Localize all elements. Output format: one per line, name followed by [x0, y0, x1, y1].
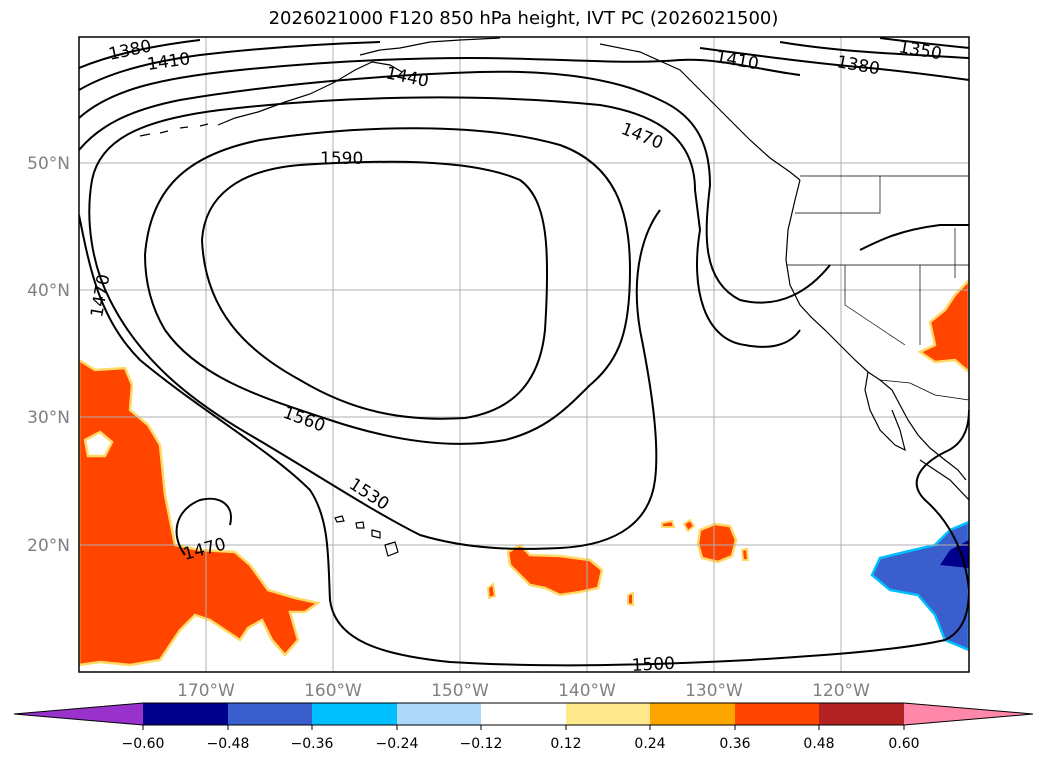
colorbar-segment-1: [143, 703, 228, 725]
coast-aleutians: [139, 123, 209, 137]
coast-north-america-west: [785, 179, 967, 481]
colorbar-segment-7: [650, 703, 735, 725]
map-panel: 1380 1410 1440 1470 1590 1350 1380 1410 …: [78, 36, 970, 676]
contour-1500-upper: [859, 224, 969, 251]
contour-1440: [79, 56, 801, 119]
ivt-region-central: [506, 543, 604, 597]
colorbar-tick-label: 0.60: [888, 736, 919, 752]
colorbar-tick-label: 0.36: [719, 736, 750, 752]
colorbar-segment-8: [735, 703, 819, 725]
colorbar-tick-label: 0.12: [550, 736, 581, 752]
height-contours: [79, 37, 969, 667]
colorbar-tick-label: −0.48: [207, 736, 250, 752]
contour-label-1590: 1590: [320, 149, 363, 169]
colorbar-segment-3: [312, 703, 397, 725]
colorbar-tick-label: −0.60: [122, 736, 165, 752]
border-usa-mexico: [879, 379, 969, 401]
contour-1560: [143, 127, 632, 445]
ivt-negative-region-east: [870, 520, 969, 652]
lat-tick-40n: 40°N: [27, 281, 70, 301]
ivt-region-small4: [682, 518, 696, 533]
colorbar-segment-5: [481, 703, 566, 725]
contour-1590: [200, 160, 549, 420]
contour-1380: [79, 39, 969, 69]
map-frame: [78, 36, 970, 673]
lon-tick-140w: 140°W: [558, 681, 616, 701]
contour-1530-south: [88, 179, 661, 550]
ivt-region-east: [917, 278, 969, 374]
colorbar-tick-label: −0.36: [291, 736, 334, 752]
ivt-region-small2: [627, 591, 634, 607]
colorbar-tick-label: −0.12: [460, 736, 503, 752]
ivt-region-small3: [740, 547, 750, 561]
hawaii-islands: [334, 515, 399, 557]
colorbar-segment-4: [397, 703, 481, 725]
colorbar-extend-high: [904, 703, 1033, 725]
coast-alaska-peninsula: [217, 61, 403, 126]
ivt-negative-core: [940, 540, 969, 568]
ivt-region-small1: [486, 582, 497, 600]
ivt-region-small5: [661, 519, 676, 528]
ivt-region-west: [79, 358, 322, 667]
colorbar-tick-label: −0.24: [376, 736, 419, 752]
contour-1350: [879, 37, 969, 49]
contour-1470-loop: [175, 497, 232, 556]
lat-tick-20n: 20°N: [27, 536, 70, 556]
lat-tick-50n: 50°N: [27, 154, 70, 174]
longitude-tick-labels: 170°W 160°W 150°W 140°W 130°W 120°W: [177, 681, 870, 701]
contour-label-1500: 1500: [631, 654, 675, 676]
ivt-positive-regions: [79, 278, 969, 667]
colorbar-segment-6: [566, 703, 650, 725]
lat-tick-30n: 30°N: [27, 408, 70, 428]
latitude-tick-labels: 50°N 40°N 30°N 20°N: [27, 154, 70, 556]
contour-1500: [79, 214, 969, 667]
lon-tick-150w: 150°W: [431, 681, 489, 701]
graticule: [79, 37, 969, 672]
contour-1410: [79, 41, 969, 91]
border-states: [786, 176, 969, 346]
contour-1530: [91, 96, 801, 348]
lon-tick-120w: 120°W: [812, 681, 870, 701]
coast-mexico: [919, 459, 969, 501]
colorbar-tick-label: 0.24: [634, 736, 665, 752]
colorbar-segment-2: [228, 703, 312, 725]
lon-tick-130w: 130°W: [685, 681, 743, 701]
ivt-region-blob: [696, 522, 738, 564]
colorbar-ticks: [142, 725, 905, 730]
colorbar-extend-low: [14, 703, 143, 725]
lon-tick-170w: 170°W: [177, 681, 235, 701]
ivt-negative-regions: [870, 520, 969, 652]
coast-alaska-south: [359, 37, 501, 56]
colorbar-tick-label: 0.48: [803, 736, 834, 752]
lon-tick-160w: 160°W: [304, 681, 362, 701]
contour-1470-west: [79, 70, 831, 304]
coast-baja: [864, 371, 906, 452]
colorbar-segment-9: [819, 703, 904, 725]
figure-title: 2026021000 F120 850 hPa height, IVT PC (…: [268, 8, 779, 29]
colorbar: −0.60 −0.48 −0.36 −0.24 −0.12 0.12 0.24 …: [13, 702, 1034, 752]
